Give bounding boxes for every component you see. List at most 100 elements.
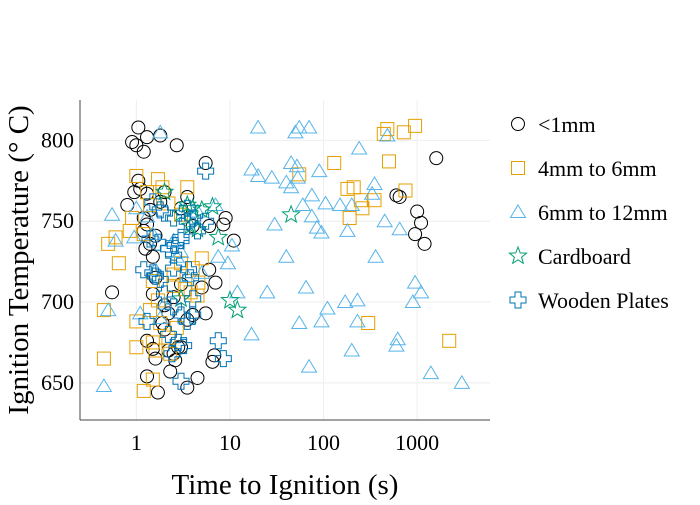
data-point — [223, 237, 241, 252]
data-point — [367, 193, 382, 208]
x-axis-label: Time to Ignition (s) — [172, 469, 399, 500]
data-point — [282, 179, 300, 194]
data-point — [145, 249, 160, 264]
data-point — [172, 306, 190, 324]
data-point — [154, 181, 175, 201]
data-point — [406, 274, 424, 289]
data-point — [376, 213, 394, 228]
legend-marker — [508, 245, 528, 265]
data-point — [197, 162, 215, 180]
data-point — [197, 212, 215, 230]
data-point — [208, 226, 229, 246]
data-point — [101, 236, 116, 251]
data-point — [189, 222, 206, 240]
data-point — [429, 151, 444, 166]
data-point — [209, 332, 227, 350]
data-point — [294, 197, 312, 212]
data-point — [125, 229, 143, 244]
data-point — [198, 156, 213, 171]
data-point — [149, 233, 167, 251]
data-point — [96, 303, 111, 318]
legend-label: <1mm — [538, 112, 596, 137]
data-point — [367, 248, 385, 263]
data-point — [290, 315, 308, 330]
data-point — [150, 385, 165, 400]
data-point — [178, 199, 196, 217]
data-point — [146, 267, 164, 285]
data-point — [156, 285, 174, 303]
data-point — [389, 188, 404, 203]
data-point — [346, 180, 361, 195]
data-point — [165, 232, 182, 247]
data-point — [136, 144, 151, 159]
data-point — [185, 307, 200, 322]
data-point — [99, 302, 117, 317]
data-point — [378, 127, 396, 142]
data-point — [169, 138, 184, 153]
data-point — [140, 130, 155, 145]
data-point — [141, 230, 159, 248]
data-point — [125, 135, 140, 150]
data-point — [442, 333, 457, 348]
data-point — [165, 298, 183, 316]
data-point — [159, 240, 177, 258]
data-point — [172, 232, 190, 250]
data-point — [179, 261, 197, 279]
data-point — [266, 216, 284, 231]
data-point — [163, 345, 181, 363]
data-point — [282, 155, 300, 170]
data-point — [216, 217, 231, 232]
data-point — [172, 372, 190, 390]
data-point — [327, 156, 342, 171]
data-point — [343, 342, 361, 357]
data-point — [303, 208, 321, 223]
data-point — [331, 197, 349, 212]
x-tick-label: 1 — [131, 430, 142, 455]
y-tick-label: 750 — [41, 208, 74, 233]
legend: <1mm 4mm to 6mm 6mm to 12mm Cardboard Wooden… — [508, 112, 669, 313]
data-point — [180, 180, 195, 195]
grid — [80, 100, 490, 420]
series-group — [96, 118, 457, 398]
data-point — [111, 256, 126, 271]
y-tick-label: 800 — [41, 127, 74, 152]
data-point — [404, 294, 422, 309]
data-point — [138, 312, 156, 330]
data-point — [131, 120, 146, 135]
data-point — [138, 208, 156, 223]
data-point — [286, 124, 304, 139]
x-tick-label: 10 — [219, 430, 241, 455]
data-point — [408, 227, 423, 242]
x-tick-label: 100 — [307, 430, 340, 455]
data-point — [263, 169, 281, 184]
data-point — [129, 314, 144, 329]
data-point — [343, 197, 361, 212]
data-point — [414, 215, 429, 230]
data-point — [144, 264, 162, 282]
data-point — [148, 351, 163, 366]
data-point — [381, 154, 396, 169]
data-points — [95, 118, 471, 400]
data-point — [353, 193, 368, 208]
data-point — [249, 119, 267, 134]
data-point — [289, 169, 307, 184]
legend-marker — [511, 117, 525, 131]
axes — [79, 100, 490, 421]
data-point — [349, 292, 366, 307]
data-point — [178, 212, 196, 230]
data-point — [303, 187, 321, 202]
data-point — [317, 195, 334, 210]
data-point — [398, 183, 413, 198]
data-point — [292, 167, 307, 182]
data-point — [202, 196, 223, 216]
data-point — [412, 284, 430, 299]
data-point — [190, 370, 205, 385]
data-point — [313, 313, 330, 328]
data-point — [243, 161, 260, 176]
data-point — [151, 124, 169, 139]
data-point — [218, 210, 233, 225]
data-point — [185, 261, 200, 276]
legend-marker — [511, 161, 525, 175]
data-point — [258, 284, 276, 299]
